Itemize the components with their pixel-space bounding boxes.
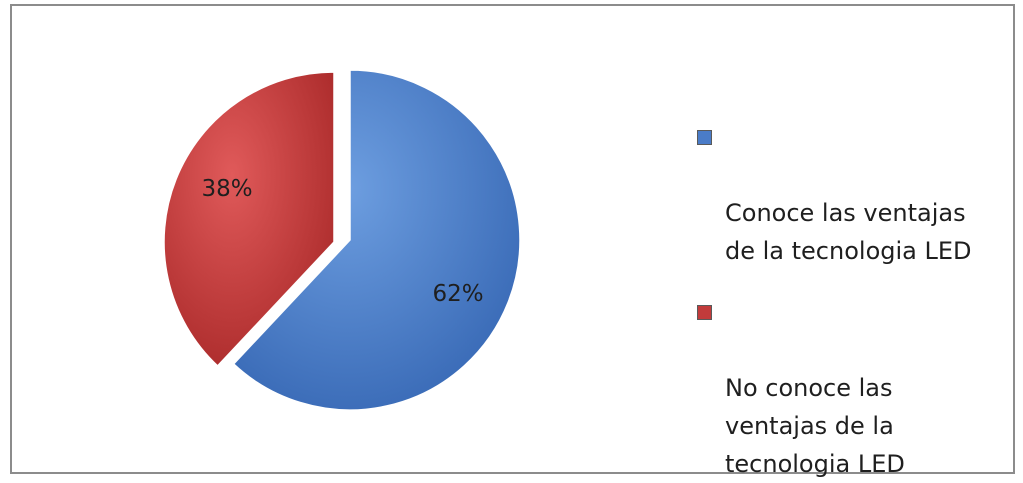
legend-label-2: No conoce las ventajas de la tecnologia … xyxy=(725,374,905,478)
slice-label-2: 38% xyxy=(201,176,252,202)
legend-item-1: Conoce las ventajas de la tecnologia LED xyxy=(697,118,1017,270)
pie-chart: 62% 38% xyxy=(163,69,521,411)
legend-label-1: Conoce las ventajas de la tecnologia LED xyxy=(725,199,972,265)
legend-swatch-2 xyxy=(697,305,712,320)
slice-label-1: 62% xyxy=(432,281,483,307)
legend-swatch-1 xyxy=(697,130,712,145)
pie-slice-1 xyxy=(232,69,521,411)
legend: Conoce las ventajas de la tecnologia LED… xyxy=(697,118,1017,483)
pie-slice-2 xyxy=(163,71,335,367)
legend-item-2: No conoce las ventajas de la tecnologia … xyxy=(697,293,1017,483)
